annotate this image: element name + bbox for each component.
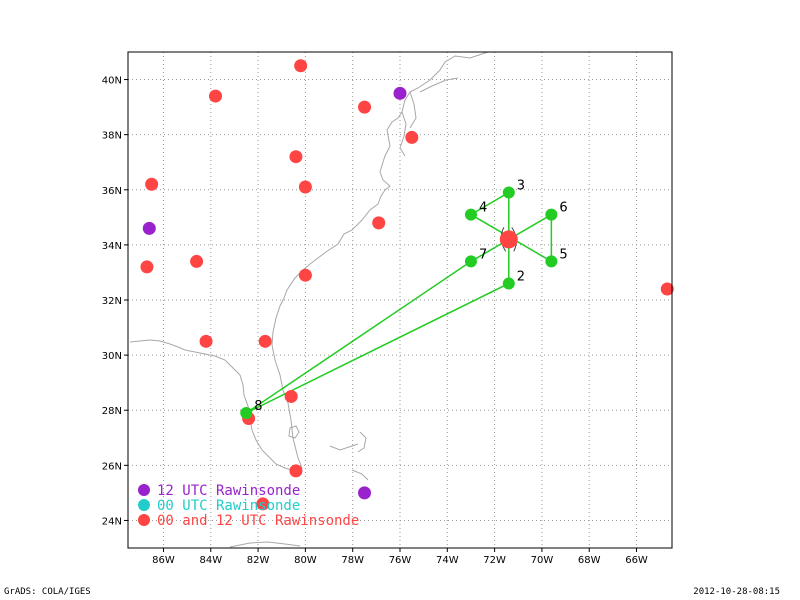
rawinsonde-station-both <box>298 180 312 194</box>
x-tick-label: 66W <box>625 555 648 566</box>
y-tick-label: 38N <box>102 131 122 142</box>
rawinsonde-station-both <box>209 89 223 103</box>
dropsonde-points: 2 3 4 5 6 7 8 <box>240 179 568 419</box>
rawinsonde-station-both <box>258 334 272 348</box>
delaware-bay <box>409 91 417 129</box>
storm-center-marker <box>499 230 518 249</box>
rawinsonde-station-both <box>140 260 154 274</box>
legend-marker <box>138 499 150 511</box>
legend-label: 00 and 12 UTC Rawinsonde <box>157 513 359 529</box>
y-tick-label: 40N <box>102 76 122 87</box>
x-tick-label: 76W <box>389 555 412 566</box>
y-tick-label: 30N <box>102 351 122 362</box>
dropsonde-point <box>502 277 515 290</box>
rawinsonde-station-both <box>405 130 419 144</box>
dropsonde-point <box>545 255 558 268</box>
legend-label: 00 UTC Rawinsonde <box>157 498 300 514</box>
cuba-coast <box>229 541 301 548</box>
x-tick-label: 86W <box>152 555 175 566</box>
rawinsonde-station-both <box>358 100 372 114</box>
lake-okeechobee <box>288 425 300 439</box>
dropsonde-label: 2 <box>517 269 525 284</box>
long-island <box>419 77 459 93</box>
coastlines <box>129 51 489 548</box>
rawinsonde-station-both <box>289 150 303 164</box>
dropsonde-point <box>464 208 477 221</box>
grid-lines <box>128 52 672 548</box>
legend-label: 12 UTC Rawinsonde <box>157 483 300 499</box>
dropsonde-label: 6 <box>559 201 567 216</box>
rawinsonde-station-both <box>145 177 159 191</box>
legend-marker <box>138 514 150 526</box>
x-tick-label: 80W <box>294 555 317 566</box>
x-tick-label: 68W <box>578 555 601 566</box>
y-tick-label: 28N <box>102 406 122 417</box>
rawinsonde-station-both <box>294 59 308 73</box>
dropsonde-label: 5 <box>559 247 567 262</box>
x-tick-label: 72W <box>483 555 506 566</box>
dropsonde-label: 7 <box>479 247 487 262</box>
dropsonde-point <box>240 406 253 419</box>
x-tick-label: 82W <box>247 555 270 566</box>
rawinsonde-station-both <box>660 282 674 296</box>
y-tick-label: 32N <box>102 296 122 307</box>
dropsonde-label: 8 <box>254 399 262 414</box>
rawinsonde-station-12utc <box>142 221 156 235</box>
rawinsonde-station-both <box>190 254 204 268</box>
footer-left-label: GrADS: COLA/IGES <box>4 587 91 597</box>
x-tick-label: 74W <box>436 555 459 566</box>
rawinsonde-stations <box>140 59 674 511</box>
bahamas-island-3 <box>351 469 369 481</box>
storm-center <box>499 227 518 252</box>
dropsonde-label: 4 <box>479 201 487 216</box>
rawinsonde-station-12utc <box>358 486 372 500</box>
legend-marker <box>138 484 150 496</box>
rawinsonde-station-both <box>256 497 270 511</box>
dropsonde-point <box>502 186 515 199</box>
rawinsonde-station-both <box>298 268 312 282</box>
map-frame <box>127 51 673 549</box>
axis-tick-labels: 86W 84W 82W 80W 78W 76W 74W 72W 70W 68W 66W 24N 26N 2… <box>102 76 648 566</box>
flight-track-line <box>245 191 553 414</box>
rawinsonde-station-both <box>289 464 303 478</box>
rawinsonde-station-12utc <box>393 86 407 100</box>
y-tick-label: 34N <box>102 241 122 252</box>
dropsonde-point <box>545 208 558 221</box>
bahamas-island-1 <box>329 443 359 451</box>
rawinsonde-station-both <box>372 216 386 230</box>
x-tick-label: 84W <box>199 555 222 566</box>
footer-timestamp: 2012-10-28-08:15 <box>693 587 780 597</box>
rawinsonde-station-both <box>199 334 213 348</box>
dropsonde-point <box>464 255 477 268</box>
y-tick-label: 36N <box>102 186 122 197</box>
chesapeake-bay <box>399 111 407 157</box>
rawinsonde-station-both <box>284 389 298 403</box>
y-tick-label: 26N <box>102 461 122 472</box>
dropsonde-label: 3 <box>517 179 525 194</box>
flight-track <box>245 191 553 414</box>
x-tick-label: 70W <box>531 555 554 566</box>
us-east-coastline <box>129 51 489 473</box>
x-tick-label: 78W <box>341 555 364 566</box>
bahamas-island-2 <box>357 431 367 453</box>
y-tick-label: 24N <box>102 516 122 527</box>
